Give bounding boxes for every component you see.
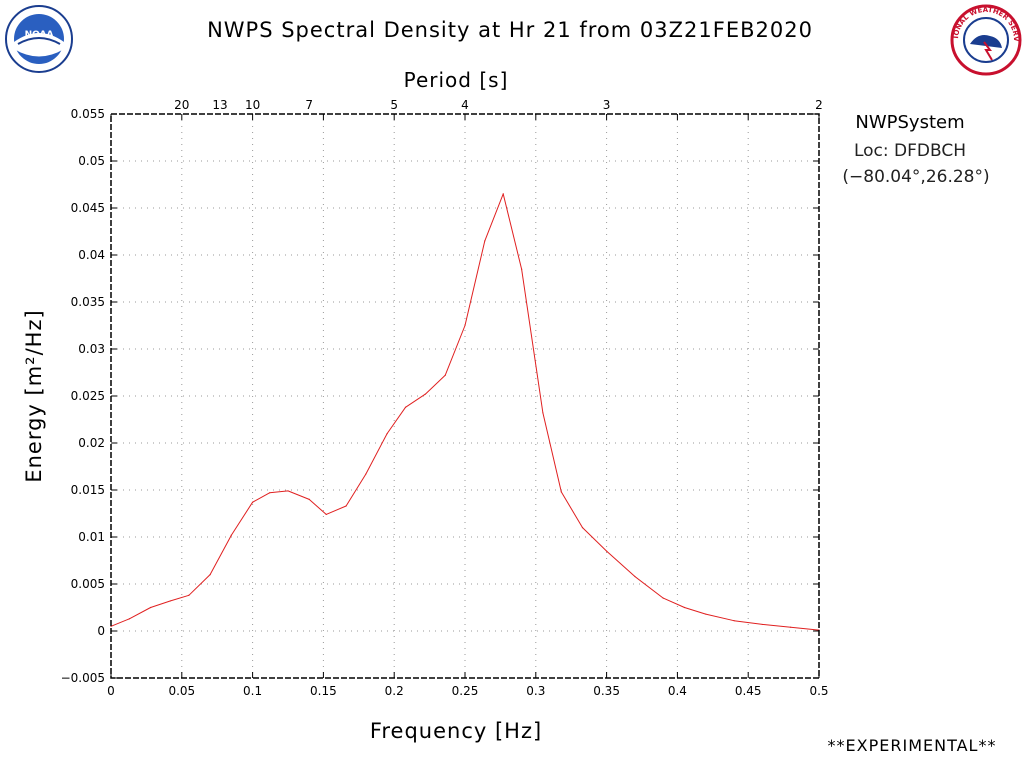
data-point (484, 240, 486, 242)
data-point (345, 505, 347, 507)
data-point (308, 498, 310, 500)
system-name: NWPSystem (855, 112, 964, 133)
period-tick-label: 2 (815, 98, 823, 112)
y-tick-label: −0.005 (61, 671, 105, 685)
data-point (705, 613, 707, 615)
data-point (188, 594, 190, 596)
x-tick-label: 0.4 (668, 684, 687, 698)
data-series (110, 193, 820, 631)
data-point (502, 193, 504, 195)
data-point (542, 412, 544, 414)
data-point (581, 527, 584, 529)
y-tick-label: 0.025 (71, 389, 105, 403)
grid-lines (111, 114, 819, 678)
data-point (464, 324, 466, 327)
noaa-logo-text: NOAA (25, 30, 54, 40)
y-tick-label: 0.005 (71, 577, 105, 591)
period-tick-label: 7 (305, 98, 313, 112)
x-tick-label: 0.1 (243, 684, 262, 698)
data-point (560, 491, 562, 493)
period-tick-label: 3 (603, 98, 611, 112)
x-tick-label: 0.15 (310, 684, 337, 698)
y-tick-label: 0.045 (71, 201, 105, 215)
data-point (404, 406, 407, 408)
axis-ticks: 0 0.05 0.1 0.15 0.2 0.25 0.3 0.35 0.4 0.45 0.5 −0.0… (61, 98, 829, 698)
data-point (169, 600, 172, 602)
data-point (521, 268, 523, 270)
x-tick-label: 0.45 (735, 684, 762, 698)
period-axis-label: Period [s] (404, 68, 509, 92)
data-point (230, 534, 232, 536)
x-tick-label: 0.3 (526, 684, 545, 698)
y-tick-label: 0.01 (78, 530, 105, 544)
data-point (444, 374, 446, 376)
chart-title: NWPS Spectral Density at Hr 21 from 03Z2… (207, 18, 813, 42)
y-tick-label: 0.035 (71, 295, 105, 309)
data-point (325, 513, 327, 516)
experimental-label: **EXPERIMENTAL** (828, 736, 997, 755)
data-point (761, 623, 763, 626)
data-point (790, 626, 792, 628)
data-point (150, 606, 152, 609)
x-tick-label: 0.5 (809, 684, 828, 698)
data-point (634, 575, 636, 578)
x-tick-label: 0.05 (168, 684, 195, 698)
data-point (386, 433, 388, 435)
period-tick-label: 13 (212, 98, 227, 112)
data-point (662, 597, 664, 599)
y-axis-label: Energy [m²/Hz] (22, 309, 46, 482)
data-point (683, 606, 686, 609)
data-point (733, 620, 735, 622)
plot-frame (110, 113, 820, 679)
period-tick-label: 20 (174, 98, 189, 112)
y-tick-label: 0.03 (78, 342, 105, 356)
y-tick-label: 0 (97, 624, 105, 638)
period-tick-label: 10 (245, 98, 260, 112)
data-point (287, 490, 289, 492)
noaa-logo: NOAA (4, 4, 74, 74)
x-axis-label: Frequency [Hz] (370, 719, 542, 743)
data-point (128, 618, 131, 620)
spectral-density-line (110, 193, 820, 631)
y-tick-label: 0.015 (71, 483, 105, 497)
y-tick-label: 0.02 (78, 436, 105, 450)
data-point (209, 574, 211, 576)
y-tick-label: 0.05 (78, 154, 105, 168)
data-point (606, 550, 608, 552)
x-tick-label: 0.35 (593, 684, 620, 698)
data-point (424, 393, 426, 395)
location-coords: (−80.04°,26.28°) (842, 167, 989, 187)
y-tick-label: 0.055 (71, 107, 105, 121)
x-tick-label: 0.2 (385, 684, 404, 698)
location-code: Loc: DFDBCH (854, 141, 966, 161)
x-tick-label: 0.25 (452, 684, 479, 698)
period-tick-label: 4 (461, 98, 469, 112)
period-tick-label: 5 (390, 98, 398, 112)
data-point (252, 501, 254, 503)
y-tick-label: 0.04 (78, 248, 105, 262)
data-point (365, 473, 367, 475)
nws-logo: NATIONAL WEATHER SERVICE (947, 0, 1022, 76)
x-tick-label: 0 (107, 684, 115, 698)
data-point (268, 492, 271, 494)
